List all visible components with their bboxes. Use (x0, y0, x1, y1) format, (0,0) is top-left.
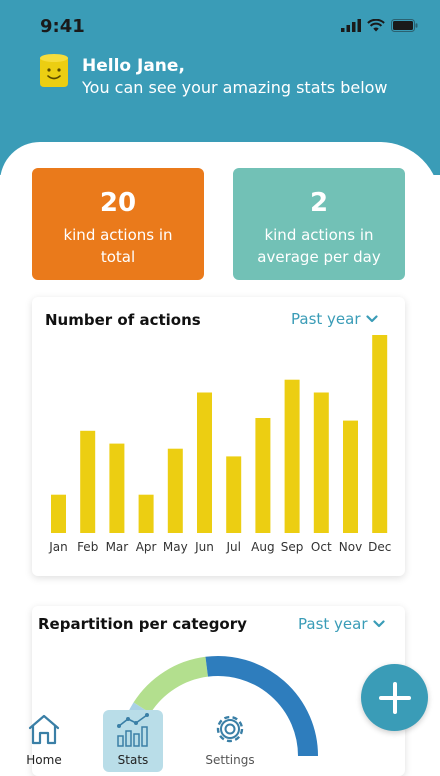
x-tick-label: Sep (281, 540, 304, 554)
gear-icon (216, 715, 244, 743)
x-tick-label: Aug (251, 540, 274, 554)
wifi-icon (367, 19, 385, 32)
x-tick-label: Dec (368, 540, 391, 554)
average-actions-value: 2 (309, 188, 329, 218)
greeting-subtitle: You can see your amazing stats below (82, 78, 388, 97)
actions-period-select[interactable]: Past year (291, 310, 378, 328)
actions-chart-panel: Number of actions Past year Jan Feb Mar Apr… (32, 297, 405, 576)
system-icons (341, 19, 418, 32)
category-chart-panel: Repartition per category Past year (32, 606, 405, 776)
tab-stats-label: Stats (117, 753, 149, 767)
greeting: Hello Jane, (82, 56, 185, 76)
x-tick-label: Jan (48, 540, 68, 554)
x-tick-label: Mar (106, 540, 129, 554)
actions-chart-title: Number of actions (45, 311, 201, 329)
bar-jan (51, 494, 66, 533)
tab-settings[interactable]: Settings (200, 710, 260, 772)
bar-nov (343, 420, 358, 533)
bar-jul (226, 456, 242, 533)
chevron-down-icon (372, 620, 385, 628)
bar-mar (109, 443, 125, 533)
x-tick-label: May (163, 540, 188, 554)
bar-sep (284, 379, 300, 533)
tab-stats[interactable]: Stats (103, 710, 163, 772)
x-tick-label: Nov (339, 540, 362, 554)
smiley-cup-icon (40, 54, 68, 87)
average-actions-card: 2 kind actions in average per day (233, 168, 405, 280)
bar-oct (313, 392, 329, 533)
battery-icon (391, 19, 418, 32)
status-bar: 9:41 (0, 0, 440, 52)
plus-icon (378, 681, 411, 714)
stats-chart-icon (117, 713, 149, 747)
tab-settings-label: Settings (205, 753, 255, 767)
home-icon (28, 714, 60, 745)
category-period-label: Past year (298, 615, 368, 633)
total-actions-value: 20 (99, 188, 137, 218)
average-actions-label-line1: kind actions in (264, 226, 374, 244)
total-actions-label-line1: kind actions in (63, 226, 173, 244)
actions-bar-chart: Jan Feb Mar Apr May Jun Jul Aug Sep Oct Nov Dec (48, 335, 391, 554)
bar-dec (372, 335, 388, 533)
x-tick-label: Feb (77, 540, 98, 554)
tab-bar: Home Stats Settings (0, 700, 440, 776)
category-chart-title: Repartition per category (38, 615, 247, 633)
actions-period-label: Past year (291, 310, 361, 328)
bar-feb (80, 430, 96, 533)
x-tick-label: Jul (225, 540, 240, 554)
x-tick-label: Jun (194, 540, 214, 554)
category-period-select[interactable]: Past year (298, 615, 385, 633)
x-tick-label: Oct (311, 540, 332, 554)
bar-aug (255, 418, 271, 533)
tab-home-label: Home (26, 753, 62, 767)
donut-segment-3 (205, 656, 318, 757)
bar-jun (197, 392, 212, 533)
total-actions-card: 20 kind actions in total (32, 168, 204, 280)
tab-home[interactable]: Home (14, 710, 74, 772)
total-actions-label-line2: total (100, 248, 136, 266)
bar-may (167, 448, 183, 533)
donut-segment-2 (133, 656, 209, 714)
average-actions-label-line2: average per day (257, 248, 381, 266)
signal-icon (341, 19, 361, 32)
status-time: 9:41 (40, 16, 85, 37)
x-tick-label: Apr (136, 540, 157, 554)
add-action-button[interactable] (361, 664, 428, 731)
bar-apr (138, 494, 154, 533)
chevron-down-icon (365, 315, 378, 323)
